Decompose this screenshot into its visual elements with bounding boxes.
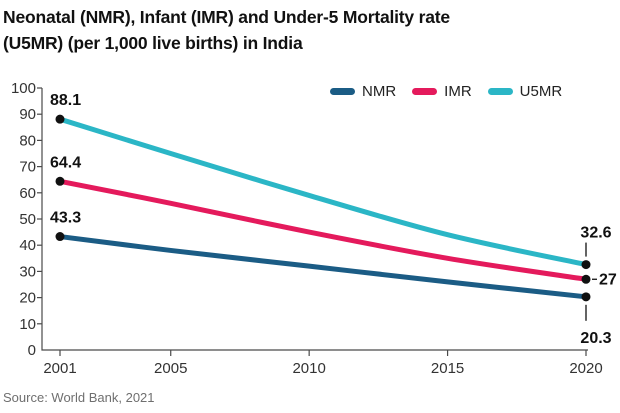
series-line-imr (57, 178, 589, 282)
data-point-imr-last (581, 274, 591, 284)
x-axis-tick-label: 2001 (43, 360, 76, 377)
chart-title-line1: Neonatal (NMR), Infant (IMR) and Under-5… (3, 7, 450, 27)
y-axis-tick-label: 80 (19, 132, 36, 149)
legend-item-nmr: NMR (330, 83, 396, 100)
legend: NMR IMR U5MR (330, 83, 562, 100)
chart-title-line2: (U5MR) (per 1,000 live births) in India (3, 33, 303, 53)
value-label-imr-first: 64.4 (50, 154, 81, 171)
legend-marker-nmr-icon (330, 88, 355, 95)
series-line-nmr (57, 234, 589, 300)
y-axis-tick-label: 60 (19, 185, 36, 202)
legend-marker-imr-icon (412, 88, 438, 95)
x-axis-tick-label: 2005 (154, 360, 187, 377)
y-axis-tick-label: 50 (19, 211, 36, 228)
legend-item-imr: IMR (412, 83, 472, 100)
source-note: Source: World Bank, 2021 (3, 390, 155, 405)
legend-label-nmr: NMR (362, 83, 397, 100)
y-axis-tick-label: 10 (19, 316, 36, 333)
data-point-u5mr-last (581, 260, 591, 270)
legend-item-u5mr: U5MR (487, 83, 563, 100)
y-axis-tick-label: 20 (19, 290, 36, 307)
legend-label-u5mr: U5MR (519, 83, 563, 100)
y-axis-tick-label: 0 (28, 342, 36, 359)
data-point-imr-first (55, 176, 65, 186)
y-axis-tick-label: 90 (19, 106, 36, 123)
y-axis-tick-label: 30 (19, 263, 36, 280)
value-label-nmr-last: 20.3 (580, 330, 611, 347)
x-axis-tick-label: 2020 (569, 360, 602, 377)
y-axis-tick-label: 100 (11, 80, 36, 97)
value-label-nmr-first: 43.3 (50, 210, 81, 227)
axis-lines (41, 88, 588, 351)
value-label-u5mr-first: 88.1 (50, 92, 81, 109)
data-point-nmr-first (55, 232, 65, 242)
value-label-imr-last: 27 (599, 271, 617, 288)
y-axis-tick-label: 40 (19, 237, 36, 254)
x-axis-tick-label: 2010 (292, 360, 325, 377)
legend-label-imr: IMR (444, 83, 472, 100)
data-point-nmr-last (581, 292, 591, 302)
chart-title: Neonatal (NMR), Infant (IMR) and Under-5… (3, 4, 613, 56)
value-label-u5mr-last: 32.6 (580, 225, 611, 242)
x-axis-tick-label: 2015 (431, 360, 464, 377)
legend-marker-u5mr-icon (487, 88, 513, 95)
data-point-u5mr-first (55, 114, 65, 124)
series-line-u5mr (57, 116, 589, 268)
y-axis-tick-label: 70 (19, 159, 36, 176)
